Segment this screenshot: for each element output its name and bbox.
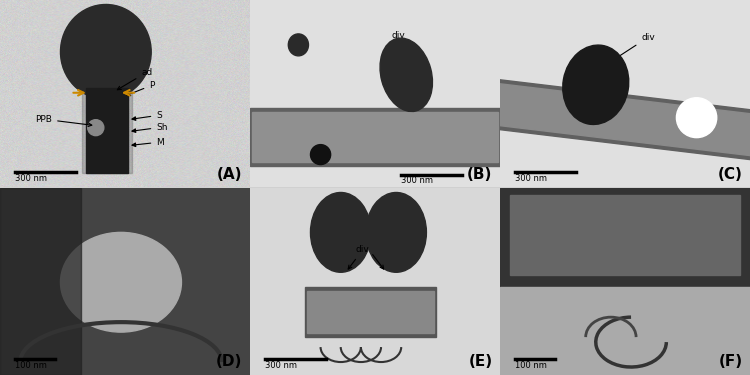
Text: S: S [132, 111, 162, 120]
Ellipse shape [288, 34, 308, 56]
Text: div: div [348, 245, 370, 269]
Text: (A): (A) [217, 167, 242, 182]
Text: 100 nm: 100 nm [515, 361, 547, 370]
Text: (D): (D) [216, 354, 242, 369]
Bar [500, 287, 750, 375]
Text: (C): (C) [718, 167, 742, 182]
Circle shape [310, 145, 331, 165]
Ellipse shape [562, 45, 628, 125]
Text: Sh: Sh [132, 123, 168, 132]
Ellipse shape [310, 192, 371, 272]
Bar [82, 88, 132, 172]
Text: 100 nm: 100 nm [15, 361, 47, 370]
Text: PPB: PPB [35, 115, 92, 126]
Text: P: P [127, 81, 154, 96]
Text: 300 nm: 300 nm [401, 176, 433, 184]
Text: div: div [392, 31, 405, 64]
Text: M: M [132, 138, 164, 147]
Text: (E): (E) [468, 354, 493, 369]
Bar [500, 188, 750, 287]
Polygon shape [500, 84, 750, 156]
Bar [250, 108, 500, 165]
Ellipse shape [61, 4, 152, 99]
Circle shape [676, 98, 717, 138]
Text: 300 nm: 300 nm [515, 174, 547, 183]
Text: 300 nm: 300 nm [265, 361, 297, 370]
Bar [0, 188, 81, 375]
Ellipse shape [88, 120, 104, 136]
Text: ad: ad [117, 68, 152, 90]
Ellipse shape [366, 192, 427, 272]
Ellipse shape [380, 38, 433, 111]
Text: 300 nm: 300 nm [15, 174, 47, 183]
Text: div: div [609, 33, 655, 63]
Text: (B): (B) [467, 167, 493, 182]
Polygon shape [500, 80, 750, 160]
Bar [308, 291, 434, 333]
Bar [510, 195, 740, 275]
Text: (F): (F) [718, 354, 742, 369]
Bar [252, 112, 498, 162]
Bar [86, 88, 128, 172]
Bar [305, 287, 436, 337]
Ellipse shape [61, 232, 182, 332]
